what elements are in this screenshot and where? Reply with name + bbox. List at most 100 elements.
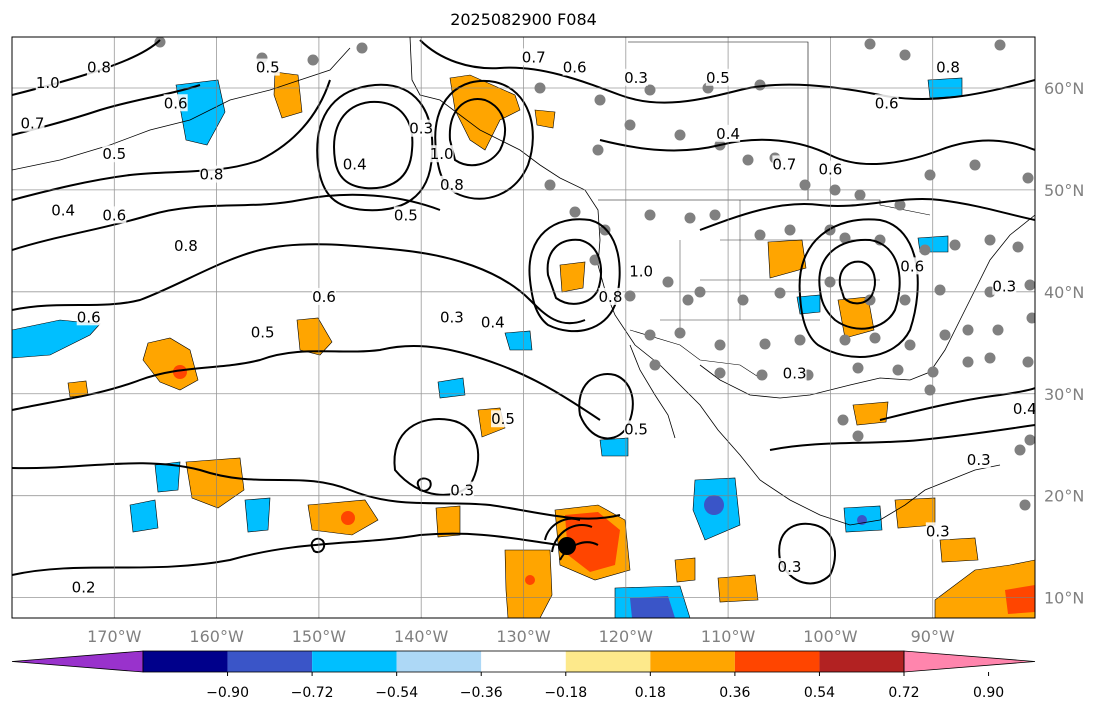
station-point <box>624 119 636 131</box>
contour-line <box>578 373 634 440</box>
contour-label: 0.5 <box>256 59 280 77</box>
colorbar-segment <box>650 651 735 672</box>
contour-label-bg <box>521 48 546 66</box>
contour-line <box>419 39 1035 104</box>
contour-label-bg <box>312 287 337 305</box>
contour-label: 0.6 <box>563 59 587 77</box>
contour-label: 0.5 <box>394 206 418 224</box>
contour-label: 0.8 <box>599 288 623 306</box>
colorbar-tick-label: −0.72 <box>291 685 334 701</box>
border <box>660 200 880 330</box>
contour-label-bg <box>992 277 1017 295</box>
colorbar-segment <box>734 651 820 672</box>
gridlines <box>12 37 1035 618</box>
contour-label-bg <box>716 124 741 142</box>
contour-line <box>12 462 621 520</box>
contour-label: 0.3 <box>967 451 991 469</box>
contour-label: 0.3 <box>440 308 464 326</box>
plot-title: 2025082900 F084 <box>450 10 597 29</box>
contour-label: 0.3 <box>926 522 950 540</box>
contour-label: 0.8 <box>936 59 960 77</box>
contour-label: 0.3 <box>783 364 807 382</box>
contour-line <box>778 522 836 585</box>
shade-region <box>341 511 355 525</box>
contour-label-bg <box>480 313 505 331</box>
storm-center-marker <box>558 537 576 555</box>
contour-label-bg <box>102 206 127 224</box>
contour-label: 0.3 <box>624 69 648 87</box>
station-point <box>714 367 726 379</box>
contour-label: 1.0 <box>430 145 454 163</box>
contour-label-bg <box>250 323 275 341</box>
station-point <box>784 224 796 236</box>
station-point <box>894 199 906 211</box>
lat-tick-label: 40°N <box>1044 283 1084 302</box>
contour-label: 0.6 <box>900 257 924 275</box>
station-point <box>984 352 996 364</box>
station-point <box>592 144 604 156</box>
colorbar-segment <box>312 651 397 672</box>
shade-region <box>674 557 696 583</box>
station-point <box>949 239 961 251</box>
station-point <box>544 179 556 191</box>
contour-line <box>838 260 876 305</box>
contour-label: 0.5 <box>706 69 730 87</box>
contour-label-bg <box>925 522 950 540</box>
station-point <box>644 84 656 96</box>
contour-line <box>879 387 1035 421</box>
station-point <box>737 294 749 306</box>
contour-label: 0.3 <box>409 120 433 138</box>
contour-label-bg <box>705 68 730 86</box>
colorbar-tick-label: 0.54 <box>804 685 835 701</box>
shade-region <box>273 71 303 119</box>
contour-label-bg <box>255 58 280 76</box>
contour-label-bg <box>71 578 96 596</box>
station-point <box>837 414 849 426</box>
shade-region <box>1005 585 1035 614</box>
contour-line <box>12 243 586 325</box>
station-point <box>356 42 368 54</box>
contour-label-bg <box>35 73 60 91</box>
contour-label: 0.3 <box>992 278 1016 296</box>
shade-region <box>435 505 461 538</box>
contour-line <box>393 418 480 496</box>
contour-label: 0.6 <box>875 94 899 112</box>
shade-region <box>437 377 466 399</box>
station-point <box>962 324 974 336</box>
station-point <box>624 290 636 302</box>
contour-line <box>333 100 414 190</box>
contour-line <box>798 218 919 358</box>
station-point <box>754 229 766 241</box>
station-point <box>759 338 771 350</box>
contour-label-bg <box>772 155 797 173</box>
contour-line <box>12 79 331 201</box>
lon-tick-label: 130°W <box>496 627 551 646</box>
station-point <box>682 294 694 306</box>
contour-label: 0.6 <box>102 206 126 224</box>
contour-label: 0.7 <box>772 155 796 173</box>
contour-label-bg <box>163 94 188 112</box>
station-point <box>839 232 851 244</box>
station-point <box>1019 499 1031 511</box>
station-point <box>1022 356 1034 368</box>
lat-tick-label: 30°N <box>1044 385 1084 404</box>
station-point <box>919 244 931 256</box>
longitude-axis: 170°W 160°W 150°W 140°W 130°W 120°W 110°W 100°W… <box>87 627 955 646</box>
station-point <box>892 364 904 376</box>
coastline <box>629 344 676 439</box>
station-point <box>756 369 768 381</box>
station-point <box>934 284 946 296</box>
station-point <box>864 294 876 306</box>
contour-label-bg <box>86 58 111 76</box>
colorbar-segment <box>565 651 651 672</box>
contour-label: 1.0 <box>36 74 60 92</box>
station-point <box>939 329 951 341</box>
colorbar-segment <box>819 651 904 672</box>
border <box>629 329 761 379</box>
contour-line <box>12 345 601 421</box>
contour-label: 0.8 <box>87 59 111 77</box>
contour-label: 0.5 <box>491 410 515 428</box>
contour-label-bg <box>393 206 418 224</box>
colorbar-tick-label: 0.90 <box>973 685 1004 701</box>
lon-tick-label: 120°W <box>599 627 654 646</box>
